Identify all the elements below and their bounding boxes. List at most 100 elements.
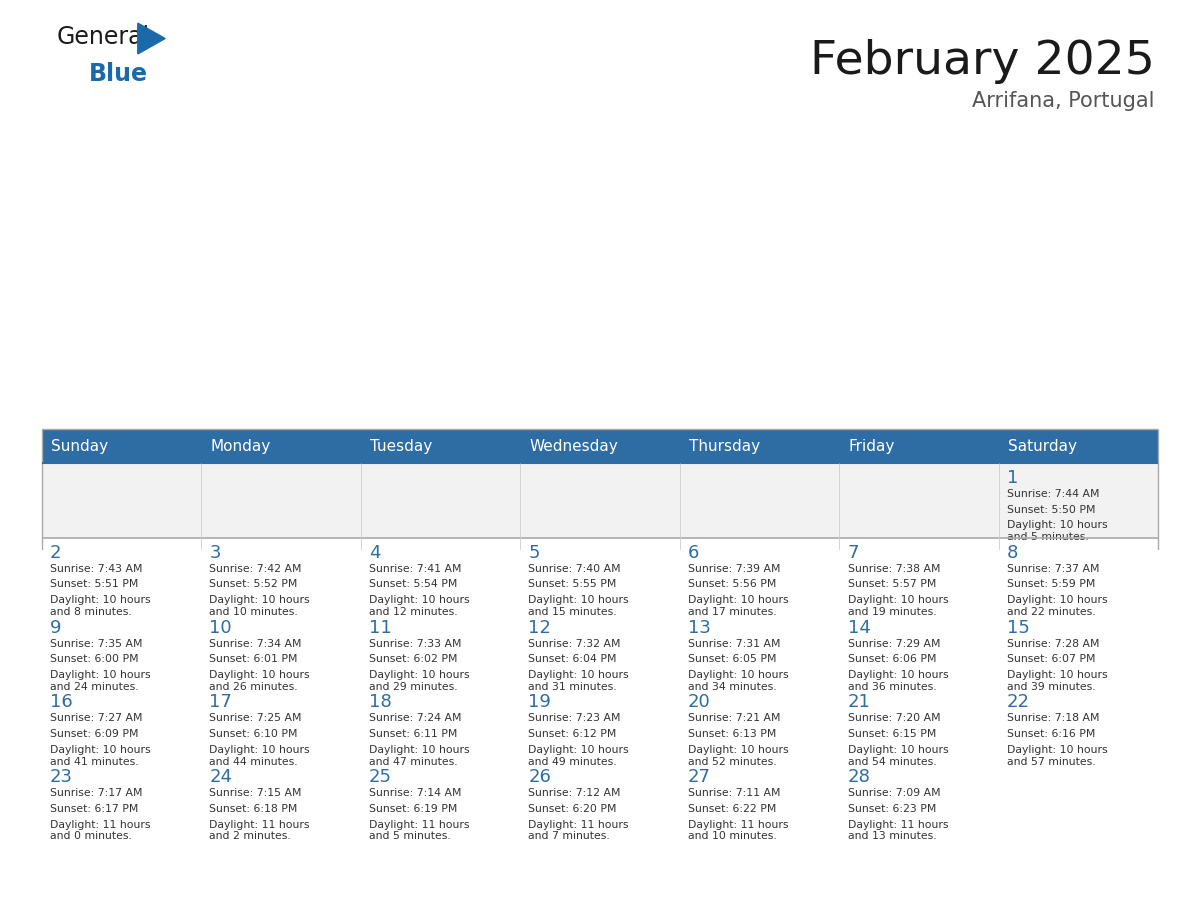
Text: Wednesday: Wednesday (530, 439, 619, 453)
Text: Daylight: 10 hours
and 22 minutes.: Daylight: 10 hours and 22 minutes. (1007, 595, 1107, 617)
Text: Sunrise: 7:28 AM: Sunrise: 7:28 AM (1007, 639, 1100, 649)
Text: Sunrise: 7:37 AM: Sunrise: 7:37 AM (1007, 564, 1100, 574)
Text: Daylight: 10 hours
and 34 minutes.: Daylight: 10 hours and 34 minutes. (688, 670, 789, 691)
FancyBboxPatch shape (999, 430, 1158, 464)
Text: Sunrise: 7:35 AM: Sunrise: 7:35 AM (50, 639, 143, 649)
FancyBboxPatch shape (520, 763, 680, 837)
Text: 7: 7 (847, 543, 859, 562)
Text: Sunset: 5:57 PM: Sunset: 5:57 PM (847, 579, 936, 589)
FancyBboxPatch shape (680, 763, 839, 837)
Text: Sunset: 6:05 PM: Sunset: 6:05 PM (688, 655, 777, 665)
Text: 15: 15 (1007, 619, 1030, 636)
Text: Sunrise: 7:15 AM: Sunrise: 7:15 AM (209, 789, 302, 799)
FancyBboxPatch shape (42, 613, 201, 688)
Text: Sunset: 6:16 PM: Sunset: 6:16 PM (1007, 729, 1095, 739)
Text: Arrifana, Portugal: Arrifana, Portugal (972, 91, 1155, 111)
Text: Sunset: 6:12 PM: Sunset: 6:12 PM (529, 729, 617, 739)
Text: Sunset: 5:59 PM: Sunset: 5:59 PM (1007, 579, 1095, 589)
Text: Daylight: 10 hours
and 57 minutes.: Daylight: 10 hours and 57 minutes. (1007, 744, 1107, 767)
Text: 17: 17 (209, 693, 233, 711)
Text: 3: 3 (209, 543, 221, 562)
Text: Daylight: 10 hours
and 10 minutes.: Daylight: 10 hours and 10 minutes. (209, 595, 310, 617)
Text: Sunrise: 7:27 AM: Sunrise: 7:27 AM (50, 713, 143, 723)
Text: Sunrise: 7:38 AM: Sunrise: 7:38 AM (847, 564, 940, 574)
FancyBboxPatch shape (680, 430, 839, 464)
Text: 26: 26 (529, 768, 551, 786)
Text: Blue: Blue (89, 62, 148, 85)
Text: 12: 12 (529, 619, 551, 636)
Text: 23: 23 (50, 768, 72, 786)
Text: Sunset: 6:13 PM: Sunset: 6:13 PM (688, 729, 777, 739)
FancyBboxPatch shape (42, 763, 201, 837)
Text: Sunset: 6:02 PM: Sunset: 6:02 PM (369, 655, 457, 665)
Text: Daylight: 10 hours
and 41 minutes.: Daylight: 10 hours and 41 minutes. (50, 744, 151, 767)
Text: Monday: Monday (210, 439, 271, 453)
Text: Sunrise: 7:42 AM: Sunrise: 7:42 AM (209, 564, 302, 574)
Text: Sunrise: 7:25 AM: Sunrise: 7:25 AM (209, 713, 302, 723)
Text: Sunset: 6:07 PM: Sunset: 6:07 PM (1007, 655, 1095, 665)
Text: Daylight: 10 hours
and 8 minutes.: Daylight: 10 hours and 8 minutes. (50, 595, 151, 617)
Text: Daylight: 10 hours
and 26 minutes.: Daylight: 10 hours and 26 minutes. (209, 670, 310, 691)
Text: Sunset: 5:51 PM: Sunset: 5:51 PM (50, 579, 138, 589)
Text: Sunrise: 7:21 AM: Sunrise: 7:21 AM (688, 713, 781, 723)
Text: 20: 20 (688, 693, 710, 711)
Text: Sunrise: 7:11 AM: Sunrise: 7:11 AM (688, 789, 781, 799)
Text: Sunrise: 7:23 AM: Sunrise: 7:23 AM (529, 713, 621, 723)
FancyBboxPatch shape (201, 538, 361, 613)
Text: Daylight: 11 hours
and 5 minutes.: Daylight: 11 hours and 5 minutes. (369, 820, 469, 842)
Text: Sunrise: 7:32 AM: Sunrise: 7:32 AM (529, 639, 621, 649)
Text: Sunset: 6:15 PM: Sunset: 6:15 PM (847, 729, 936, 739)
Text: 19: 19 (529, 693, 551, 711)
Text: Sunset: 6:09 PM: Sunset: 6:09 PM (50, 729, 138, 739)
FancyBboxPatch shape (201, 430, 361, 464)
Text: Daylight: 11 hours
and 2 minutes.: Daylight: 11 hours and 2 minutes. (209, 820, 310, 842)
FancyBboxPatch shape (201, 688, 361, 763)
FancyBboxPatch shape (201, 613, 361, 688)
Text: Daylight: 10 hours
and 29 minutes.: Daylight: 10 hours and 29 minutes. (369, 670, 469, 691)
Text: Sunrise: 7:20 AM: Sunrise: 7:20 AM (847, 713, 940, 723)
FancyBboxPatch shape (520, 613, 680, 688)
FancyBboxPatch shape (42, 688, 201, 763)
FancyBboxPatch shape (839, 688, 999, 763)
Text: 16: 16 (50, 693, 72, 711)
FancyBboxPatch shape (361, 430, 520, 464)
Text: Daylight: 10 hours
and 12 minutes.: Daylight: 10 hours and 12 minutes. (369, 595, 469, 617)
Text: Saturday: Saturday (1009, 439, 1078, 453)
FancyBboxPatch shape (361, 464, 520, 538)
Text: Sunset: 6:22 PM: Sunset: 6:22 PM (688, 804, 777, 814)
Text: Sunrise: 7:39 AM: Sunrise: 7:39 AM (688, 564, 781, 574)
Text: Daylight: 10 hours
and 31 minutes.: Daylight: 10 hours and 31 minutes. (529, 670, 630, 691)
Text: Sunset: 6:10 PM: Sunset: 6:10 PM (209, 729, 298, 739)
Text: Daylight: 11 hours
and 7 minutes.: Daylight: 11 hours and 7 minutes. (529, 820, 628, 842)
FancyBboxPatch shape (839, 430, 999, 464)
Text: 13: 13 (688, 619, 710, 636)
Text: Sunset: 5:55 PM: Sunset: 5:55 PM (529, 579, 617, 589)
FancyBboxPatch shape (839, 538, 999, 613)
Text: Sunrise: 7:29 AM: Sunrise: 7:29 AM (847, 639, 940, 649)
Text: Sunset: 5:52 PM: Sunset: 5:52 PM (209, 579, 298, 589)
Text: Daylight: 10 hours
and 5 minutes.: Daylight: 10 hours and 5 minutes. (1007, 521, 1107, 542)
FancyBboxPatch shape (42, 430, 201, 464)
Text: 25: 25 (369, 768, 392, 786)
Text: Sunset: 6:18 PM: Sunset: 6:18 PM (209, 804, 298, 814)
Text: Sunset: 5:54 PM: Sunset: 5:54 PM (369, 579, 457, 589)
Text: 5: 5 (529, 543, 541, 562)
Text: 9: 9 (50, 619, 62, 636)
Text: Sunset: 6:20 PM: Sunset: 6:20 PM (529, 804, 617, 814)
Text: Sunset: 5:56 PM: Sunset: 5:56 PM (688, 579, 777, 589)
Text: 28: 28 (847, 768, 871, 786)
Text: Daylight: 10 hours
and 49 minutes.: Daylight: 10 hours and 49 minutes. (529, 744, 630, 767)
Text: Sunrise: 7:44 AM: Sunrise: 7:44 AM (1007, 489, 1100, 498)
FancyBboxPatch shape (680, 688, 839, 763)
Text: Sunrise: 7:17 AM: Sunrise: 7:17 AM (50, 789, 143, 799)
FancyBboxPatch shape (680, 464, 839, 538)
Text: Sunrise: 7:24 AM: Sunrise: 7:24 AM (369, 713, 461, 723)
Text: Daylight: 10 hours
and 36 minutes.: Daylight: 10 hours and 36 minutes. (847, 670, 948, 691)
Text: Sunset: 5:50 PM: Sunset: 5:50 PM (1007, 505, 1095, 515)
Text: Sunset: 6:11 PM: Sunset: 6:11 PM (369, 729, 457, 739)
Text: Daylight: 11 hours
and 0 minutes.: Daylight: 11 hours and 0 minutes. (50, 820, 151, 842)
Polygon shape (138, 23, 165, 54)
FancyBboxPatch shape (361, 613, 520, 688)
Text: Sunrise: 7:12 AM: Sunrise: 7:12 AM (529, 789, 621, 799)
Text: Daylight: 10 hours
and 54 minutes.: Daylight: 10 hours and 54 minutes. (847, 744, 948, 767)
